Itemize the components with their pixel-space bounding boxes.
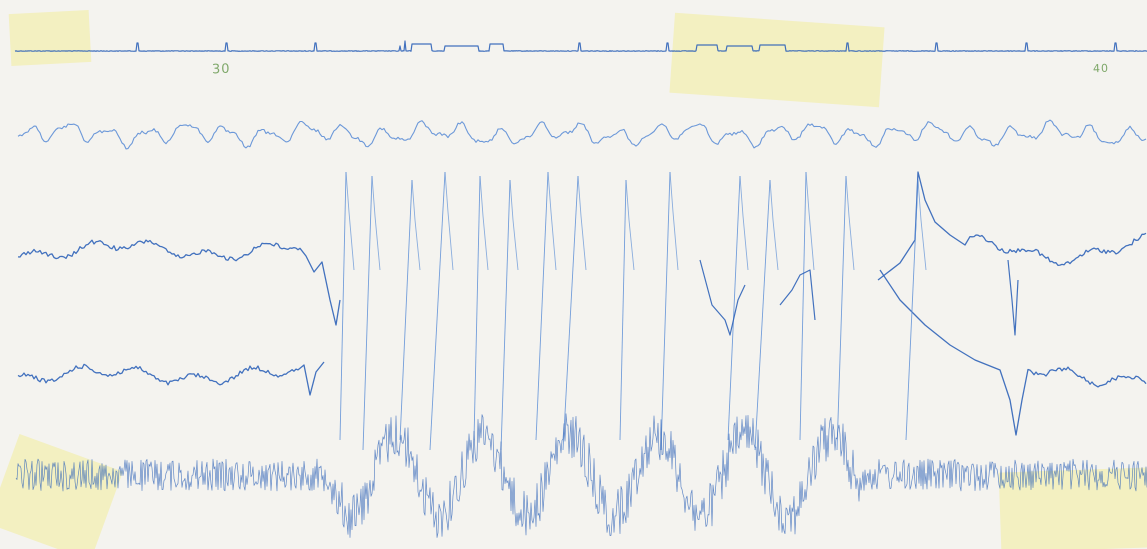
trace-2-line-post	[877, 171, 1147, 281]
trace-4-band	[15, 413, 1147, 538]
crossover-trace-a	[699, 259, 746, 336]
tape-strip-bottom-right	[998, 467, 1147, 549]
sweep-line-10	[660, 171, 671, 451]
tape-strip-bottom-left	[0, 434, 123, 549]
time-marker-30: 30	[211, 61, 231, 78]
sweep-return-8	[577, 175, 587, 271]
sweep-return-4	[444, 171, 454, 271]
tape-strip-top-middle	[669, 12, 885, 108]
sweep-line-7	[535, 171, 549, 441]
sweep-line-4	[429, 171, 446, 451]
sweep-return-1	[345, 171, 355, 271]
sweep-return-3	[411, 179, 421, 271]
sweep-line-1	[339, 171, 347, 441]
tape-strip-top-left	[8, 9, 92, 67]
sweep-line-12	[754, 179, 771, 451]
trace-2-spike	[1007, 259, 1019, 336]
sweep-return-10	[669, 171, 679, 271]
time-marker-40: 40	[1092, 61, 1110, 76]
sweep-line-14	[836, 175, 847, 451]
sweep-line-2	[362, 175, 373, 451]
sweep-return-15	[917, 179, 927, 271]
sweep-line-13	[799, 171, 807, 441]
sweep-line-9	[619, 179, 627, 441]
sweep-return-11	[739, 175, 749, 271]
sweep-return-14	[845, 175, 855, 271]
sweep-line-8	[562, 175, 579, 451]
sweep-line-3	[399, 179, 413, 441]
sweep-return-5	[479, 175, 489, 271]
trace-2-line-pre	[17, 239, 341, 326]
crossover-trace-b	[779, 269, 816, 321]
sweep-line-15	[905, 179, 919, 441]
sweep-line-11	[727, 175, 741, 441]
timing-marker-trace	[14, 40, 1147, 52]
sweep-line-5	[473, 175, 481, 441]
sweep-return-2	[371, 175, 381, 271]
trace-3-line-pre	[17, 361, 325, 396]
sweep-return-7	[547, 171, 557, 271]
sweep-return-13	[805, 171, 815, 271]
sweep-line-6	[500, 179, 511, 451]
trace-1-line	[17, 119, 1147, 150]
sweep-return-9	[625, 179, 635, 271]
sweep-return-12	[769, 179, 779, 271]
sweep-return-6	[509, 179, 519, 271]
trace-3-line-post	[879, 269, 1147, 436]
